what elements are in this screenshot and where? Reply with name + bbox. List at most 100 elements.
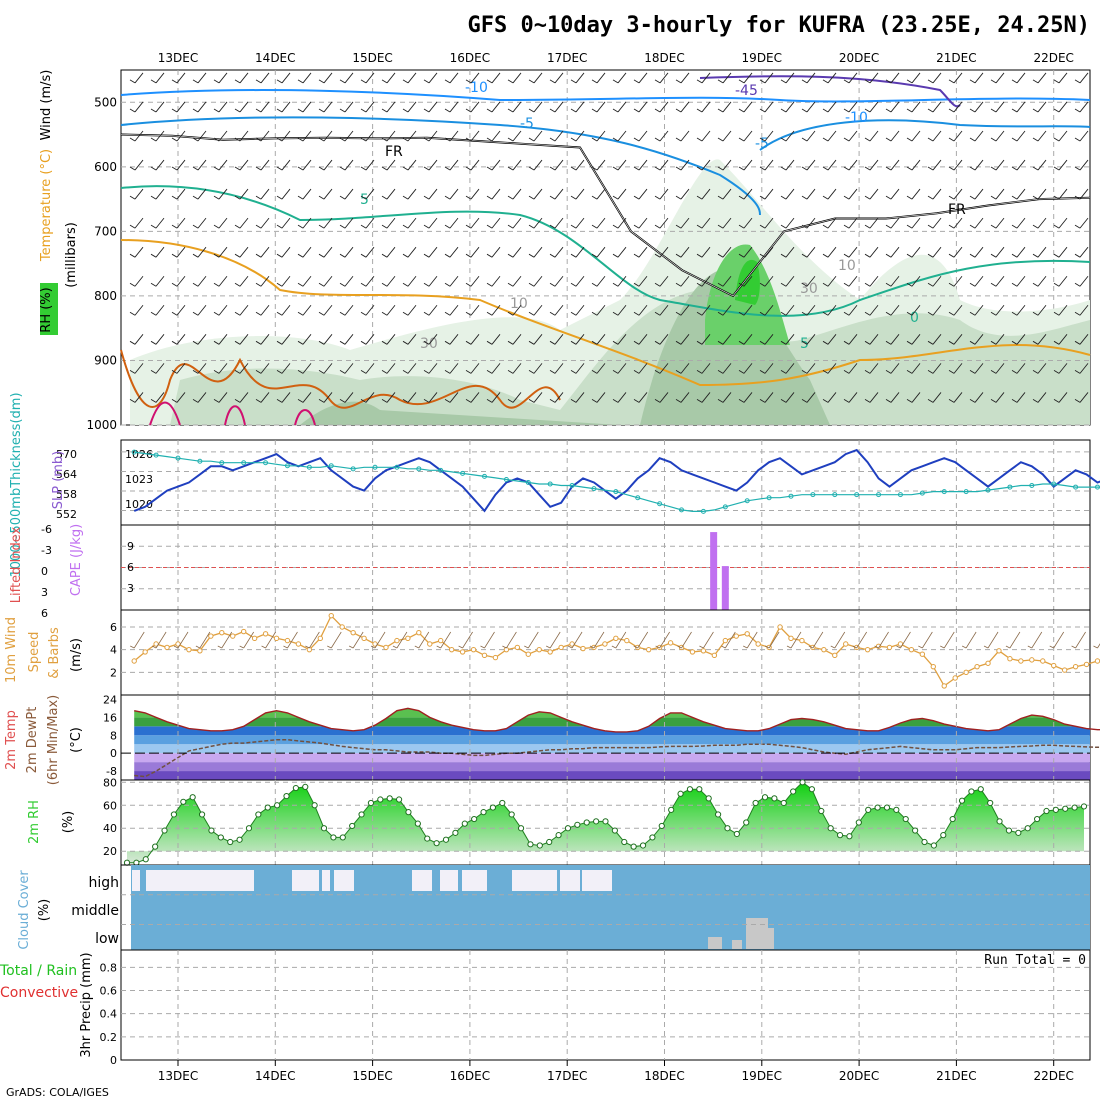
wind-barb <box>402 304 417 316</box>
wind-barb <box>612 246 627 258</box>
wind-barb <box>1053 304 1068 316</box>
temp-color-band <box>134 762 1090 772</box>
wind-barb <box>297 188 312 200</box>
rh-point <box>1015 829 1022 836</box>
wind-barb <box>150 159 165 171</box>
wind-speed-point <box>919 651 926 657</box>
wind-barb <box>465 304 480 316</box>
wind-barb <box>486 101 501 113</box>
wind-barb <box>1032 72 1047 84</box>
li-tick-label: 6 <box>41 607 48 620</box>
rh-legend-swatch <box>40 283 58 335</box>
rh-point <box>865 806 872 813</box>
cloud-layer-label: low <box>95 931 119 947</box>
wind-speed-point <box>273 635 280 642</box>
wind-barb <box>885 101 900 113</box>
wind-barb <box>1074 159 1089 171</box>
wind-barb <box>276 101 291 113</box>
wind-barb <box>759 275 774 287</box>
wind-barb <box>570 159 585 171</box>
wind-barb <box>255 304 270 316</box>
wind-barb <box>465 188 480 200</box>
wind-barb <box>738 275 753 287</box>
wind-barb <box>150 72 165 84</box>
top-date-label: 16DEC <box>450 51 490 65</box>
wind-barb <box>1032 246 1047 258</box>
thickness-point <box>175 455 181 461</box>
wind-barb <box>738 392 753 403</box>
wind-barb <box>549 101 564 113</box>
wind-barb <box>696 304 711 316</box>
wind-barb <box>927 101 942 113</box>
wind-barb <box>1011 334 1026 345</box>
wind-barb <box>381 334 396 345</box>
wind-barb <box>612 275 627 287</box>
wind-barb <box>402 101 417 113</box>
rh-point <box>714 811 722 818</box>
wind-barb <box>213 188 228 200</box>
wind-barb <box>591 334 606 345</box>
wind-barb <box>465 334 480 345</box>
wind-barb <box>423 363 438 374</box>
wind-barb <box>906 159 921 171</box>
wind-barb <box>633 334 648 345</box>
wind-barb <box>717 334 732 345</box>
precip-tick-label: 0.2 <box>100 1031 118 1044</box>
wind-speed-point <box>558 644 564 651</box>
wind-barb <box>948 159 963 171</box>
wind-barb <box>633 72 648 84</box>
wind-barb <box>1032 363 1047 374</box>
cape-tick-label: 3 <box>127 582 134 595</box>
wind-barb <box>1011 246 1026 258</box>
thickness-point <box>810 492 816 498</box>
wind-barb <box>717 392 732 403</box>
rh-point <box>189 794 196 801</box>
wind-speed-point <box>350 629 356 636</box>
rh-point <box>1005 827 1013 834</box>
wind-barb <box>906 392 921 403</box>
pressure-tick-label: 900 <box>94 353 117 367</box>
wind-barb <box>297 101 312 113</box>
rh-point <box>377 796 384 803</box>
wind-barb <box>654 217 669 229</box>
wind-barb <box>780 130 795 142</box>
wind-barb <box>885 72 900 84</box>
wind-barb <box>570 188 585 200</box>
wind-barb <box>759 334 774 345</box>
thickness-point <box>219 460 225 466</box>
wind-barb <box>549 159 564 171</box>
wind-speed-point <box>416 629 422 636</box>
wind-barb <box>990 159 1005 171</box>
wind-barb <box>192 334 207 345</box>
wind-barb <box>633 275 648 287</box>
wind-speed-point <box>186 646 192 653</box>
rh-point <box>780 799 787 807</box>
thickness-point <box>394 464 400 470</box>
wind-barb <box>339 72 354 84</box>
wind-barb <box>192 363 207 374</box>
rh-point <box>630 843 637 850</box>
wind-barb <box>171 72 186 84</box>
rh-point <box>311 802 318 809</box>
wind-barb <box>486 304 501 316</box>
wind-barb <box>339 188 354 200</box>
wind-barb <box>906 304 921 316</box>
wind-barb <box>1074 217 1089 229</box>
wind-speed-point <box>941 683 947 689</box>
wind-speed-point <box>405 635 411 642</box>
wind-barb <box>423 392 438 403</box>
wind-barb <box>801 188 816 200</box>
wind-barb <box>969 334 984 345</box>
wind-speed-point <box>219 629 225 636</box>
wind-barb <box>990 304 1005 316</box>
wind-barb <box>906 246 921 258</box>
wind-barb <box>276 363 291 374</box>
rh-point <box>489 804 497 811</box>
wind-barb <box>654 159 669 171</box>
wind-barb <box>360 246 375 258</box>
wind-barb <box>927 246 942 258</box>
wind-barb <box>339 304 354 316</box>
precip-frame <box>120 949 1091 1061</box>
wind-barb <box>217 631 233 649</box>
thickness-point <box>854 492 860 498</box>
